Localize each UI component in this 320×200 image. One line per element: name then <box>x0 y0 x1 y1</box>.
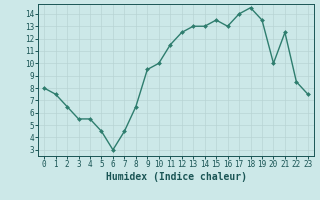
X-axis label: Humidex (Indice chaleur): Humidex (Indice chaleur) <box>106 172 246 182</box>
